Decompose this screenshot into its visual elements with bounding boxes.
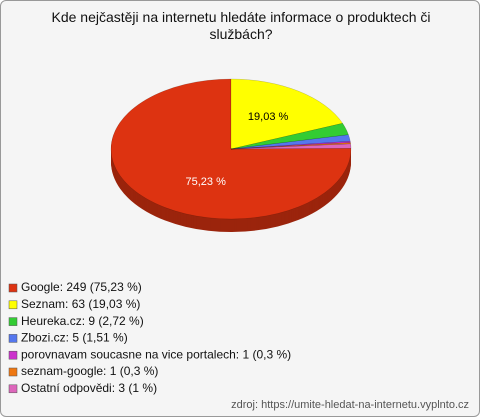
value-label: 19,03 % bbox=[248, 111, 289, 123]
legend-swatch bbox=[8, 283, 18, 293]
value-label: 75,23 % bbox=[185, 176, 226, 188]
slice bbox=[230, 143, 352, 150]
slice bbox=[230, 123, 349, 150]
slice bbox=[230, 134, 351, 150]
legend-label: Seznam: 63 (19,03 %) bbox=[21, 297, 140, 311]
slice bbox=[230, 142, 351, 150]
legend-label: porovnavam soucasne na vice portalech: 1… bbox=[21, 347, 291, 361]
slice bbox=[230, 141, 351, 150]
legend-swatch bbox=[8, 384, 18, 394]
slice bbox=[110, 78, 352, 220]
chart-title: Kde nejčastěji na internetu hledáte info… bbox=[51, 9, 431, 42]
legend-swatch bbox=[8, 367, 18, 377]
legend-label: Zbozi.cz: 5 (1,51 %) bbox=[21, 331, 128, 345]
legend-swatch bbox=[8, 317, 18, 326]
slice bbox=[230, 78, 344, 150]
legend-swatch bbox=[8, 300, 18, 310]
legend-swatch bbox=[8, 334, 18, 343]
legend-label: Google: 249 (75,23 %) bbox=[21, 280, 142, 294]
legend-label: Ostatní odpovědi: 3 (1 %) bbox=[21, 381, 157, 395]
legend-label: seznam-google: 1 (0,3 %) bbox=[21, 364, 158, 378]
legend-swatch bbox=[8, 350, 18, 360]
legend-label: Heureka.cz: 9 (2,72 %) bbox=[21, 314, 144, 328]
source: zdroj: https://umite-hledat-na-internetu… bbox=[231, 399, 469, 411]
